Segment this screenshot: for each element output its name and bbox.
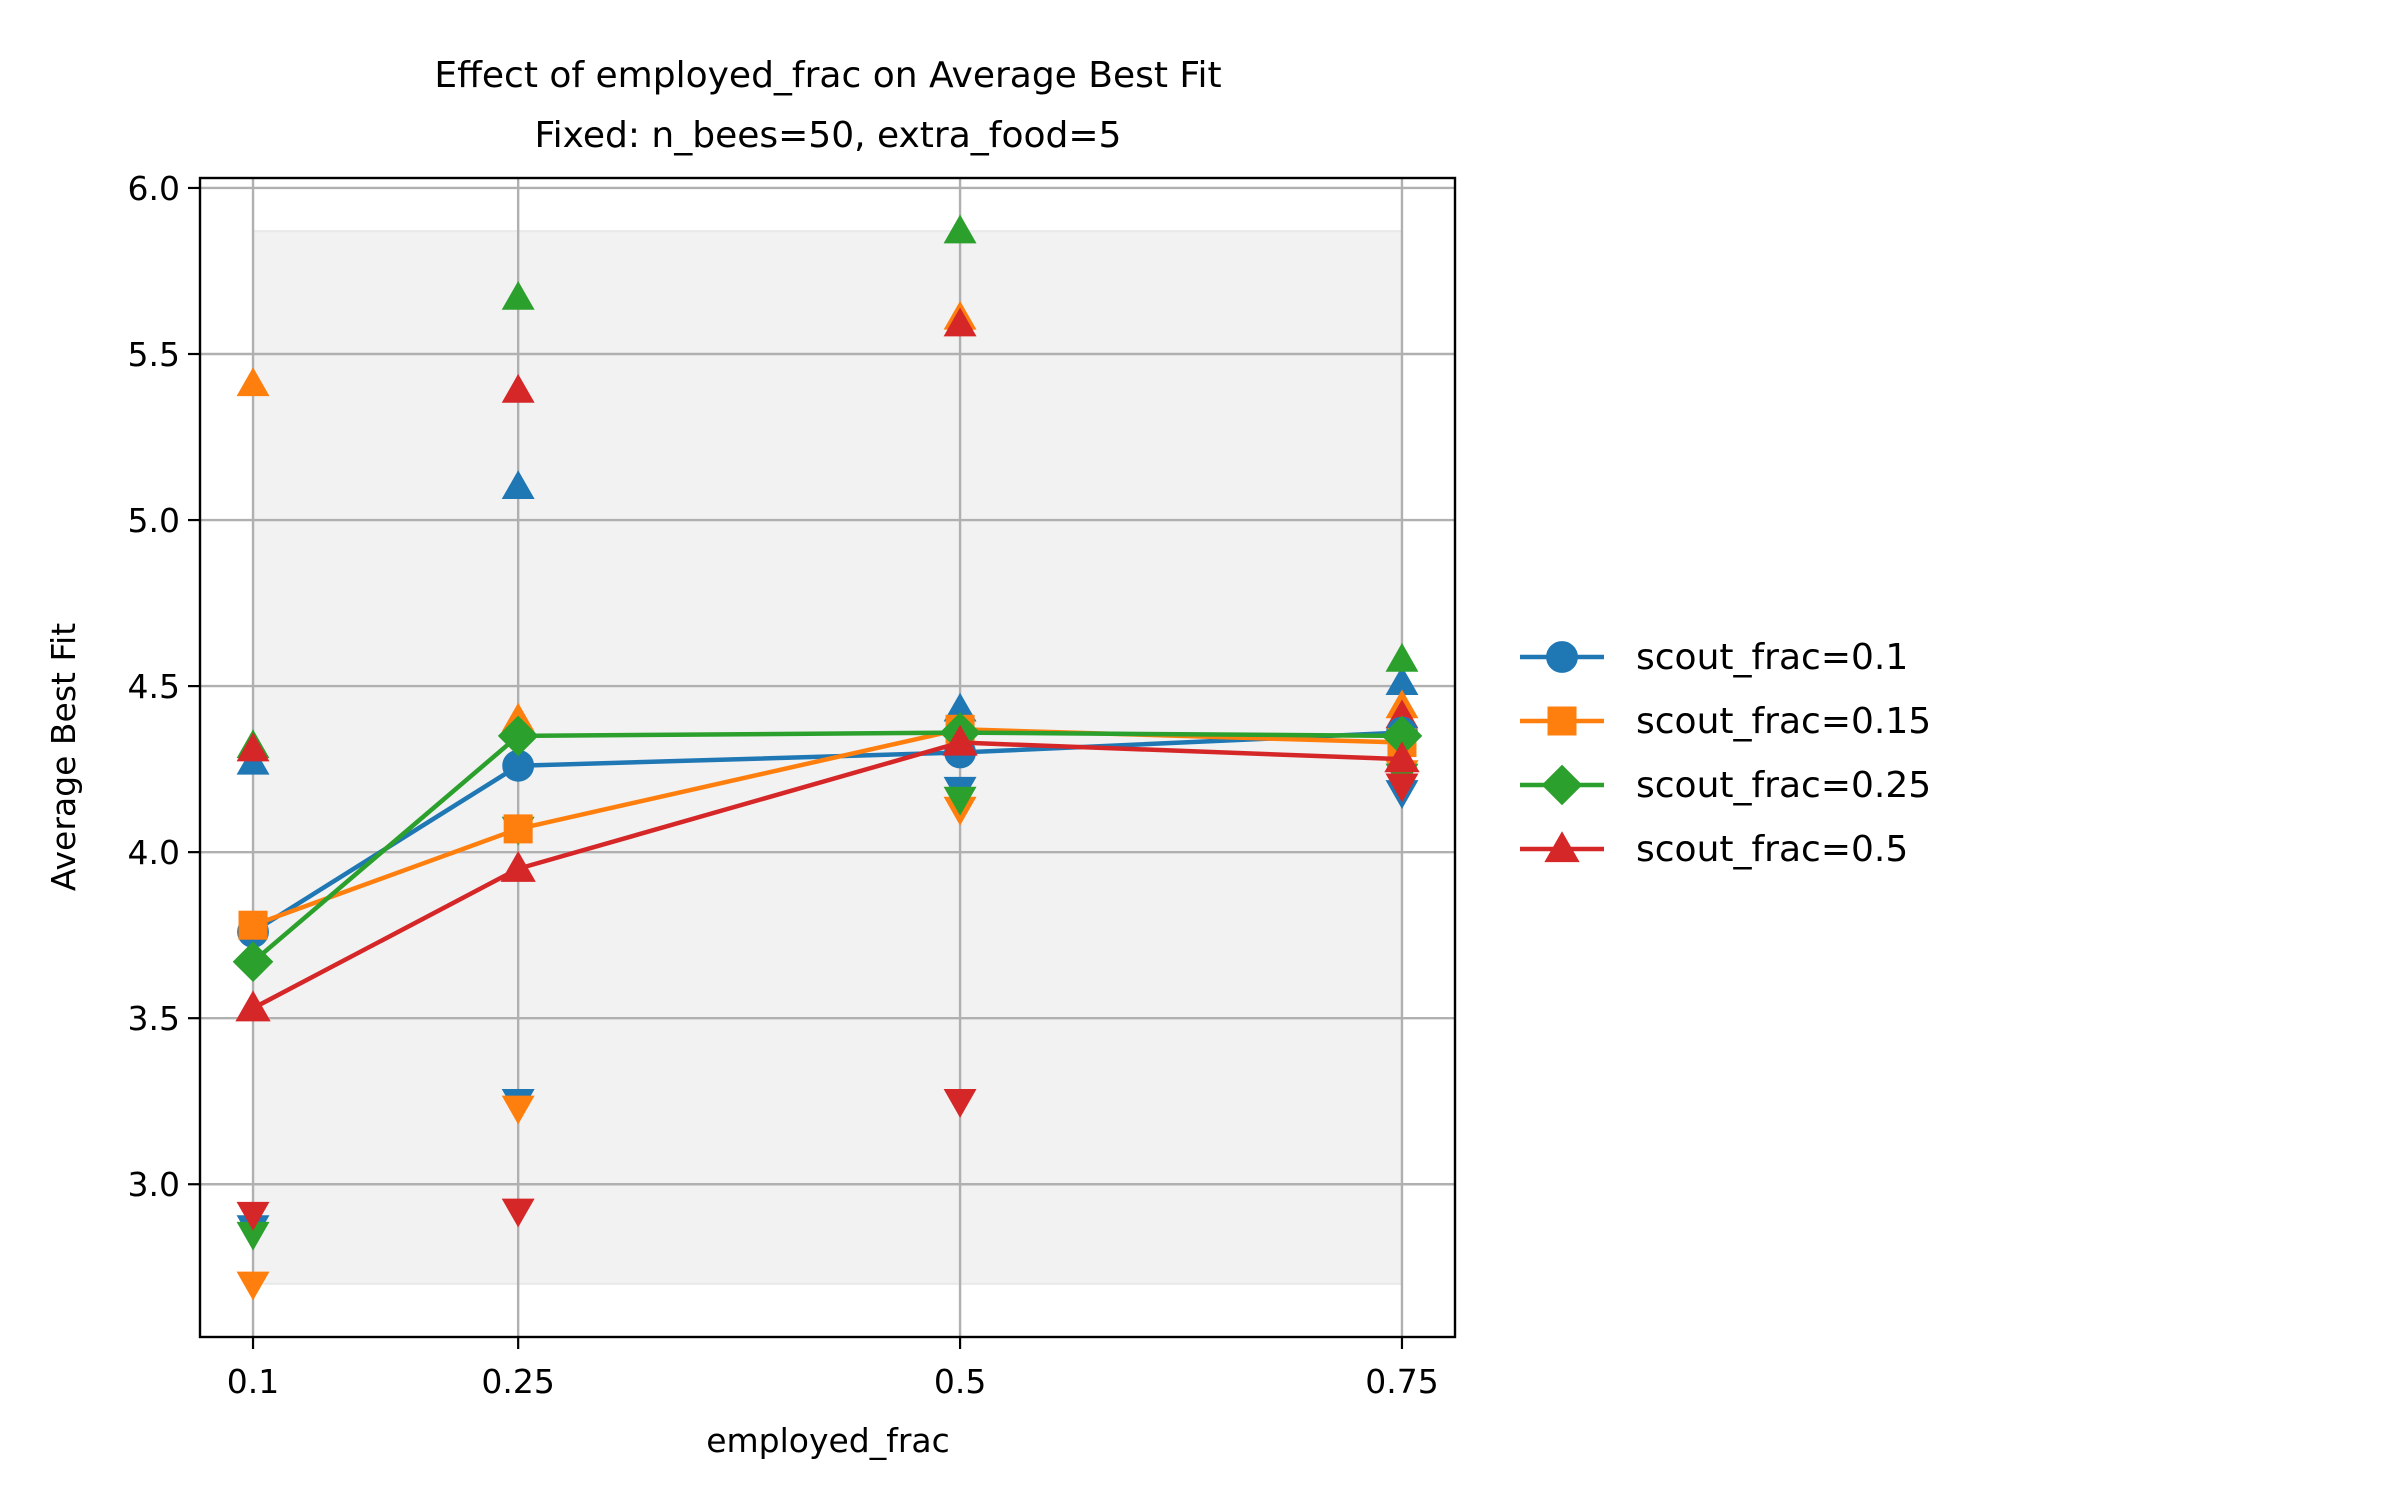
max-marker <box>501 470 535 500</box>
y-tick-label: 5.0 <box>128 501 180 540</box>
plot-frame <box>198 176 1457 1339</box>
chart-subtitle: Fixed: n_bees=50, extra_food=5 <box>535 115 1122 156</box>
x-axis-ticks: 0.1 0.25 0.5 0.75 <box>227 1337 1439 1401</box>
series-point <box>1384 741 1420 773</box>
max-marker <box>501 373 535 403</box>
series-point <box>235 990 271 1022</box>
series-line <box>250 730 1405 964</box>
series-lines <box>232 712 1423 1022</box>
x-tick-label: 0.5 <box>934 1362 986 1401</box>
y-tick-label: 6.0 <box>128 169 180 208</box>
x-axis-label: employed_frac <box>706 1421 950 1460</box>
range-markers <box>236 214 1419 1301</box>
x-tick-label: 0.75 <box>1365 1362 1438 1401</box>
series-line <box>250 740 1405 1011</box>
max-marker <box>236 367 270 397</box>
max-marker <box>943 307 977 337</box>
legend-label: scout_frac=0.15 <box>1636 701 1931 742</box>
series-point <box>497 715 539 757</box>
max-marker <box>236 732 270 762</box>
legend: scout_frac=0.1 scout_frac=0.15 scout_frac=… <box>1520 637 1931 870</box>
legend-label: scout_frac=0.5 <box>1636 829 1908 870</box>
min-marker <box>501 1198 535 1228</box>
y-tick-label: 5.5 <box>128 335 180 374</box>
min-marker <box>943 786 977 816</box>
series-point <box>238 910 268 940</box>
y-tick-label: 4.0 <box>128 833 180 872</box>
y-tick-label: 3.0 <box>128 1165 180 1204</box>
y-tick-label: 4.5 <box>128 667 180 706</box>
series-point <box>500 850 536 882</box>
min-marker <box>501 1095 535 1125</box>
min-marker <box>236 1271 270 1301</box>
max-marker <box>943 214 977 244</box>
min-marker <box>943 1089 977 1118</box>
legend-marker <box>1541 764 1583 806</box>
y-axis-label: Average Best Fit <box>44 623 83 891</box>
legend-marker <box>1547 706 1577 736</box>
series-point <box>232 941 274 983</box>
legend-label: scout_frac=0.25 <box>1636 765 1931 806</box>
x-tick-label: 0.1 <box>227 1362 279 1401</box>
y-tick-label: 3.5 <box>128 999 180 1038</box>
series-point <box>942 724 978 756</box>
max-marker <box>501 280 535 310</box>
plot-area: 0.1 0.25 0.5 0.75 3.0 3.5 4.0 4.5 5.0 5.5 6.0 <box>128 169 1457 1401</box>
chart-title: Effect of employed_frac on Average Best … <box>434 55 1221 96</box>
x-tick-label: 0.25 <box>481 1362 554 1401</box>
min-marker <box>1385 773 1419 803</box>
legend-marker <box>1546 641 1578 673</box>
series-point <box>503 814 533 844</box>
y-axis-ticks: 3.0 3.5 4.0 4.5 5.0 5.5 6.0 <box>128 169 200 1204</box>
min-marker <box>236 1201 270 1231</box>
max-marker <box>1385 642 1419 672</box>
legend-label: scout_frac=0.1 <box>1636 637 1908 678</box>
legend-marker <box>1544 831 1580 863</box>
